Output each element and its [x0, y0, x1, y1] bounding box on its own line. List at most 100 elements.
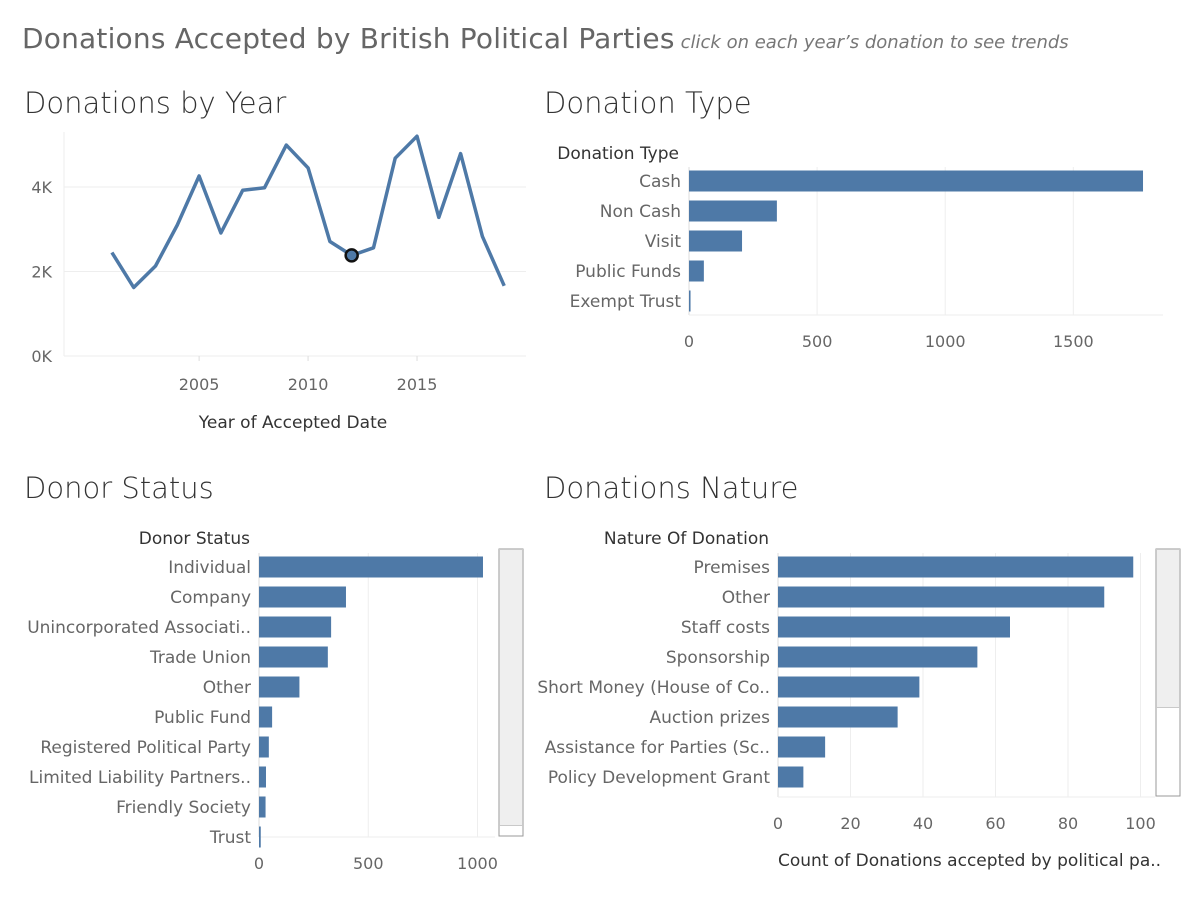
- category-label: Premises: [694, 558, 771, 578]
- chart-donation-type[interactable]: Donation Type 0 500 1000 1500 Cash Non Cash Vis…: [540, 135, 1195, 375]
- bar[interactable]: [689, 260, 704, 282]
- data-point[interactable]: [388, 151, 402, 165]
- category-header: Nature Of Donation: [604, 529, 769, 549]
- y-tick-label: 4K: [31, 178, 52, 197]
- data-point[interactable]: [432, 210, 446, 224]
- bar[interactable]: [259, 556, 483, 578]
- bar[interactable]: [259, 616, 332, 638]
- bar[interactable]: [259, 736, 269, 758]
- data-point[interactable]: [214, 226, 228, 240]
- category-label: Sponsorship: [666, 648, 770, 668]
- bar[interactable]: [259, 766, 266, 788]
- category-header: Donor Status: [139, 529, 250, 549]
- data-point[interactable]: [410, 129, 424, 143]
- category-label: Policy Development Grant: [548, 768, 771, 788]
- scrollbar-thumb[interactable]: [1156, 549, 1180, 708]
- x-tick-label: 500: [353, 854, 384, 873]
- x-tick-label: 0: [684, 332, 694, 351]
- x-tick-label: 2010: [288, 375, 329, 394]
- x-tick-label: 20: [840, 814, 860, 833]
- bar[interactable]: [778, 646, 978, 668]
- bar[interactable]: [689, 290, 691, 312]
- category-label: Public Fund: [154, 708, 251, 728]
- category-label: Short Money (House of Co..: [537, 678, 770, 698]
- x-tick-label: 40: [913, 814, 933, 833]
- selected-data-point[interactable]: [344, 248, 359, 263]
- category-label: Individual: [168, 558, 251, 578]
- data-point[interactable]: [279, 138, 293, 152]
- panel-title-nature: Donations Nature: [544, 471, 799, 505]
- bar[interactable]: [689, 200, 777, 222]
- category-label: Trust: [209, 828, 252, 848]
- dashboard-title: Donations Accepted by British Political …: [22, 22, 675, 55]
- data-point[interactable]: [475, 229, 489, 243]
- data-point[interactable]: [127, 281, 141, 295]
- bar[interactable]: [778, 556, 1134, 578]
- bar[interactable]: [778, 586, 1105, 608]
- data-point[interactable]: [192, 169, 206, 183]
- x-tick-label: 80: [1058, 814, 1078, 833]
- bar[interactable]: [778, 706, 898, 728]
- x-tick-label: 1500: [1053, 332, 1094, 351]
- category-label: Friendly Society: [116, 798, 251, 818]
- x-tick-label: 2015: [397, 375, 438, 394]
- y-tick-label: 0K: [31, 347, 52, 366]
- dashboard-subtitle: click on each year’s donation to see tre…: [680, 32, 1069, 53]
- category-label: Visit: [645, 232, 682, 252]
- bar[interactable]: [778, 616, 1010, 638]
- data-point[interactable]: [497, 279, 511, 293]
- bar[interactable]: [259, 826, 261, 848]
- category-label: Auction prizes: [650, 708, 771, 728]
- category-label: Staff costs: [681, 618, 770, 638]
- category-label: Public Funds: [575, 262, 681, 282]
- data-point[interactable]: [301, 161, 315, 175]
- x-tick-label: 0: [254, 854, 264, 873]
- category-label: Assistance for Parties (Sc..: [545, 738, 770, 758]
- category-label: Other: [203, 678, 251, 698]
- dashboard-header: Donations Accepted by British Political …: [22, 22, 1069, 55]
- category-label: Company: [170, 588, 251, 608]
- chart-donations-nature[interactable]: Nature Of Donation 0 20 40 60 80 100 Premises Ot…: [530, 525, 1195, 885]
- bar[interactable]: [778, 766, 804, 788]
- chart-donor-status[interactable]: Donor Status 0 500 1000 Individual Company Uni…: [0, 525, 540, 885]
- data-point[interactable]: [149, 259, 163, 273]
- category-label: Other: [722, 588, 770, 608]
- bar[interactable]: [778, 676, 920, 698]
- x-tick-label: 60: [985, 814, 1005, 833]
- data-point[interactable]: [454, 147, 468, 161]
- x-tick-label: 2005: [179, 375, 220, 394]
- data-point[interactable]: [257, 181, 271, 195]
- bar[interactable]: [259, 586, 346, 608]
- category-label: Unincorporated Associati..: [27, 618, 251, 638]
- x-tick-label: 100: [1125, 814, 1156, 833]
- category-label: Limited Liability Partners..: [29, 768, 251, 788]
- bar[interactable]: [259, 646, 328, 668]
- data-point[interactable]: [323, 234, 337, 248]
- y-tick-label: 2K: [31, 262, 52, 281]
- data-point[interactable]: [236, 183, 250, 197]
- data-point[interactable]: [170, 218, 184, 232]
- panel-title-status: Donor Status: [24, 471, 214, 505]
- scrollbar-thumb[interactable]: [499, 549, 523, 826]
- bar[interactable]: [259, 796, 266, 818]
- category-header: Donation Type: [557, 144, 679, 164]
- x-axis-title: Year of Accepted Date: [198, 413, 387, 433]
- category-label: Exempt Trust: [570, 292, 682, 312]
- bar[interactable]: [689, 170, 1144, 192]
- bar[interactable]: [689, 230, 743, 252]
- series-line: [110, 134, 506, 290]
- bar[interactable]: [259, 706, 273, 728]
- panel-title-by-year: Donations by Year: [24, 86, 287, 120]
- x-tick-label: 500: [802, 332, 833, 351]
- bar[interactable]: [259, 676, 300, 698]
- x-axis-title: Count of Donations accepted by political…: [778, 851, 1161, 871]
- x-tick-label: 1000: [925, 332, 966, 351]
- chart-donations-by-year[interactable]: 0K 2K 4K 2005 2010 2015 Year of Accepted Date: [0, 120, 540, 450]
- x-tick-label: 1000: [457, 854, 498, 873]
- data-point[interactable]: [366, 241, 380, 255]
- bar[interactable]: [778, 736, 826, 758]
- x-tick-label: 0: [773, 814, 783, 833]
- data-point[interactable]: [105, 245, 119, 259]
- category-label: Trade Union: [149, 648, 251, 668]
- panel-title-type: Donation Type: [544, 86, 752, 120]
